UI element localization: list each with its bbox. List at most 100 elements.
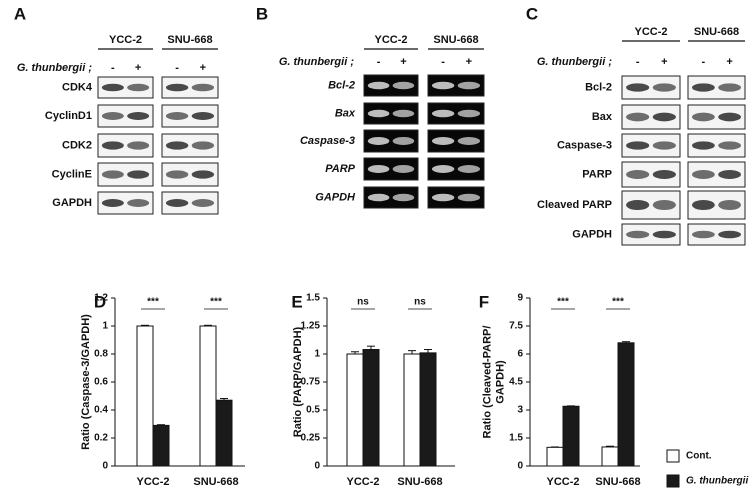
cell-line-label: YCC-2 [109, 34, 142, 46]
blot-box [621, 75, 681, 100]
treatment-sign: - [175, 62, 179, 74]
treatment-label: G. thunbergii ; [537, 56, 612, 68]
bar [199, 325, 217, 467]
x-tick-label: SNU-668 [193, 476, 238, 488]
blot-band [457, 165, 481, 173]
panel-letter: C [526, 4, 538, 23]
y-tick-label: 0 [102, 461, 108, 472]
blot-box [161, 191, 219, 215]
blot-box [97, 104, 154, 128]
blot-band [431, 165, 455, 173]
row-label: CyclinD1 [45, 110, 92, 122]
y-axis-label: Ratio (Caspase-3/GAPDH) [80, 314, 92, 450]
panel-letter: F [479, 292, 489, 311]
row-label: Bax [335, 107, 356, 119]
row-label: Caspase-3 [300, 135, 355, 147]
row-label: GAPDH [572, 228, 612, 240]
blot-box [427, 74, 485, 97]
blot-band [392, 137, 415, 145]
blot-band [626, 230, 650, 239]
y-tick-label: 0.75 [301, 377, 321, 388]
blot-box [161, 133, 219, 158]
blot-band [457, 109, 481, 118]
treatment-sign: - [702, 56, 706, 68]
treatment-sign: + [466, 56, 472, 68]
panel-letter: D [94, 292, 106, 311]
blot-band [691, 83, 715, 92]
blot-box [161, 104, 219, 128]
blot-band [457, 137, 481, 145]
blot-band [191, 83, 215, 92]
blot-box [363, 157, 419, 181]
y-tick-label: 0.8 [94, 349, 108, 360]
row-label: PARP [582, 168, 612, 180]
blot-box [363, 186, 419, 209]
y-axis-label: GAPDH) [494, 360, 506, 404]
bar [136, 325, 154, 467]
bar [152, 424, 170, 467]
blot-box [363, 74, 419, 97]
cell-line-label: SNU-668 [433, 34, 478, 46]
blot-box [621, 133, 681, 158]
cell-line-label: SNU-668 [167, 34, 212, 46]
x-tick-label: YCC-2 [546, 476, 579, 488]
significance-label: ns [414, 297, 426, 308]
treatment-sign: - [441, 56, 445, 68]
significance-label: *** [147, 297, 159, 308]
blot-band [127, 170, 150, 179]
blot-band [392, 109, 415, 118]
bar [546, 446, 564, 467]
blot-box [97, 191, 154, 215]
blot-box [363, 102, 419, 125]
y-tick-label: 1 [102, 321, 108, 332]
blot-band [652, 170, 676, 179]
blot-band [626, 170, 650, 179]
bar [215, 399, 233, 467]
blot-band [626, 199, 650, 211]
y-tick-label: 0.2 [94, 433, 108, 444]
blot-band [457, 81, 481, 90]
blot-band [652, 112, 676, 122]
x-tick-label: SNU-668 [595, 476, 640, 488]
y-tick-label: 1.5 [306, 293, 320, 304]
blot-box [427, 129, 485, 153]
bar [403, 353, 421, 467]
y-tick-label: 9 [517, 293, 523, 304]
row-label: PARP [325, 163, 355, 175]
blot-band [431, 137, 455, 145]
y-tick-label: 1.25 [301, 321, 321, 332]
blot-band [626, 141, 650, 150]
row-label: Cleaved PARP [537, 199, 612, 211]
treatment-sign: - [636, 56, 640, 68]
blot-box [427, 102, 485, 125]
treatment-sign: + [661, 56, 667, 68]
bar [562, 405, 580, 467]
blot-band [626, 83, 650, 92]
y-tick-label: 6 [517, 349, 523, 360]
bar [617, 342, 635, 467]
treatment-sign: + [135, 62, 141, 74]
significance-label: *** [612, 297, 624, 308]
panel-letter: A [14, 4, 26, 23]
blot-box [97, 133, 154, 158]
blot-band [718, 230, 742, 239]
significance-label: *** [557, 297, 569, 308]
blot-band [101, 83, 124, 92]
y-tick-label: 7.5 [509, 321, 523, 332]
blot-band [191, 170, 215, 179]
blot-band [165, 199, 189, 207]
row-label: CyclinE [52, 168, 92, 180]
blot-band [691, 141, 715, 150]
blot-box [687, 133, 746, 158]
row-label: CDK2 [62, 139, 92, 151]
blot-band [392, 193, 415, 202]
blot-band [691, 170, 715, 179]
blot-band [101, 199, 124, 207]
blot-band [392, 81, 415, 90]
bar [419, 352, 437, 467]
blot-band [367, 81, 390, 90]
y-tick-label: 0 [314, 461, 320, 472]
blot-band [431, 109, 455, 118]
y-tick-label: 1.2 [94, 293, 108, 304]
